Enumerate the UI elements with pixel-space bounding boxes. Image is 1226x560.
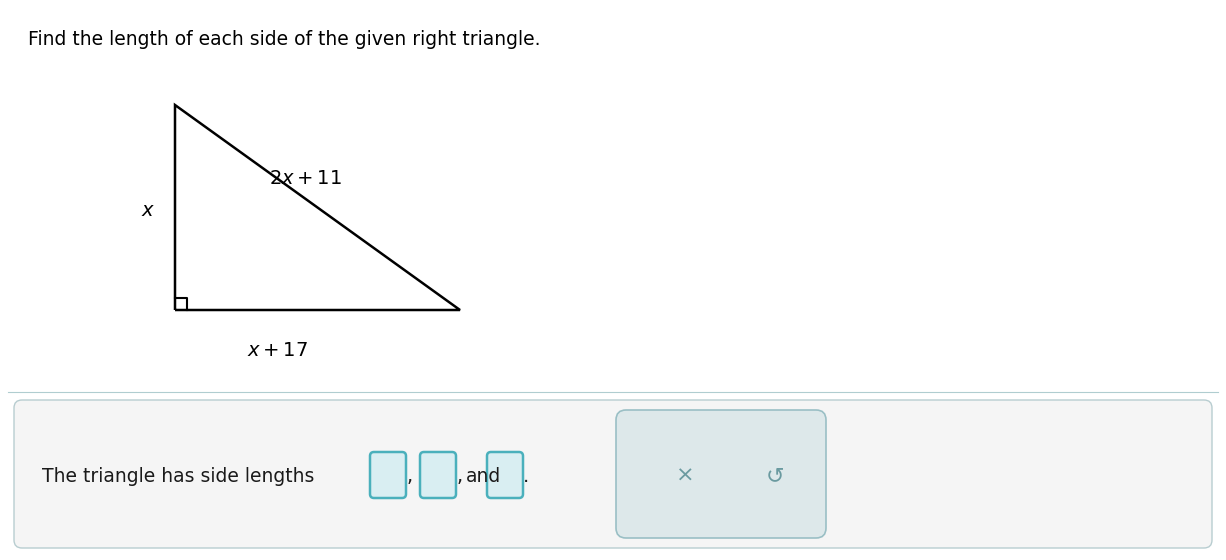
Text: ×: × [676, 466, 694, 486]
Text: $2x + 11$: $2x + 11$ [268, 169, 342, 188]
Text: Find the length of each side of the given right triangle.: Find the length of each side of the give… [28, 30, 541, 49]
Text: The triangle has side lengths: The triangle has side lengths [42, 466, 314, 486]
Text: $x + 17$: $x + 17$ [248, 340, 309, 360]
FancyBboxPatch shape [13, 400, 1213, 548]
FancyBboxPatch shape [487, 452, 524, 498]
FancyBboxPatch shape [370, 452, 406, 498]
FancyBboxPatch shape [615, 410, 826, 538]
FancyBboxPatch shape [421, 452, 456, 498]
Text: $x$: $x$ [141, 200, 156, 220]
Text: .: . [522, 466, 530, 486]
Text: ,: , [457, 466, 463, 486]
Text: ↺: ↺ [766, 466, 785, 486]
Text: ,: , [407, 466, 413, 486]
Text: and: and [466, 466, 501, 486]
